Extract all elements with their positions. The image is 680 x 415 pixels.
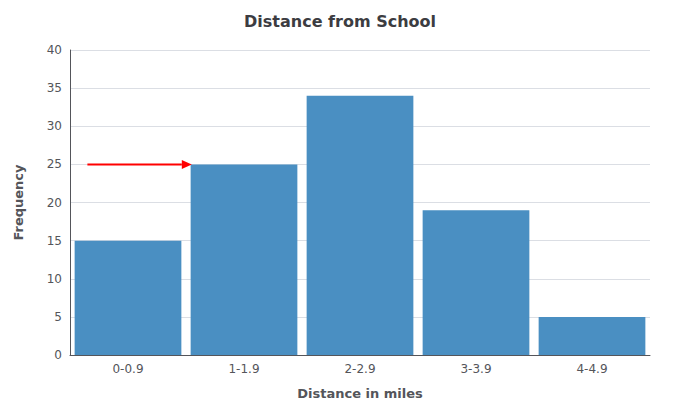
svg-text:Distance in miles: Distance in miles [297, 386, 423, 401]
svg-text:30: 30 [47, 119, 62, 133]
svg-text:35: 35 [47, 81, 62, 95]
svg-text:15: 15 [47, 234, 62, 248]
svg-text:25: 25 [47, 157, 62, 171]
svg-text:2-2.9: 2-2.9 [344, 362, 375, 376]
svg-text:0-0.9: 0-0.9 [112, 362, 143, 376]
svg-text:10: 10 [47, 272, 62, 286]
svg-text:5: 5 [54, 310, 62, 324]
svg-text:20: 20 [47, 196, 62, 210]
svg-text:40: 40 [47, 43, 62, 57]
svg-text:Distance from School: Distance from School [244, 12, 436, 31]
svg-text:0: 0 [54, 348, 62, 362]
svg-text:Frequency: Frequency [11, 164, 26, 241]
svg-text:1-1.9: 1-1.9 [228, 362, 259, 376]
svg-text:4-4.9: 4-4.9 [576, 362, 607, 376]
svg-text:3-3.9: 3-3.9 [460, 362, 491, 376]
